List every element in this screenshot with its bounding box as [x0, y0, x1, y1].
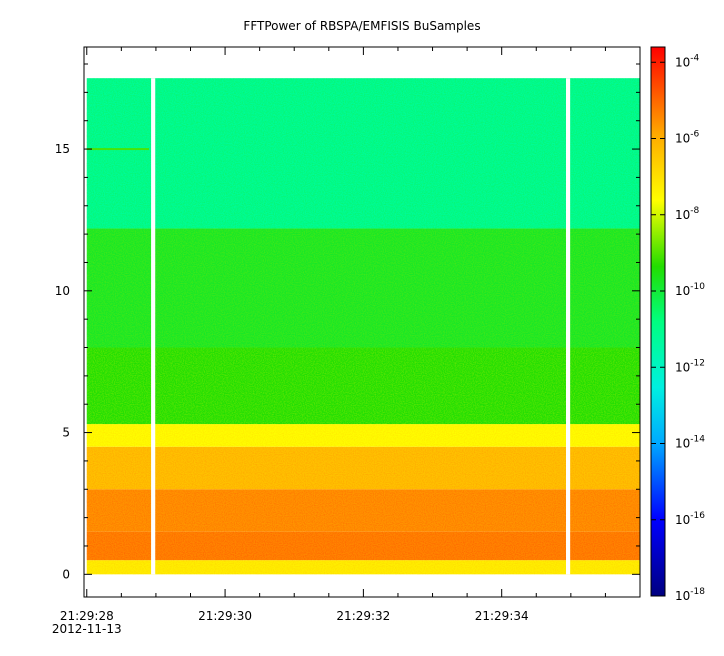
- spectrogram-noise: [86, 78, 640, 575]
- y-tick-label-3: 15: [55, 142, 70, 156]
- spectrogram-band-noise-4: [86, 424, 640, 447]
- colorbar-tick-label-7: 10-4: [675, 53, 700, 69]
- colorbar-tick-label-1: 10-16: [675, 511, 705, 527]
- colorbar-tick-label-0: 10-18: [675, 587, 705, 603]
- spectrogram-band-noise-7: [86, 78, 640, 229]
- x-tick-label-2: 21:29:32: [336, 609, 390, 623]
- y-tick-label-1: 5: [62, 426, 70, 440]
- y-axis: 0 5 10 15: [55, 63, 640, 581]
- x-tick-label-3: 21:29:34: [475, 609, 529, 623]
- data-gap-1: [566, 78, 571, 575]
- y-tick-label-2: 10: [55, 284, 70, 298]
- plot-frame: [83, 46, 641, 598]
- spectrogram-band-noise-5: [86, 347, 640, 425]
- colorbar: [650, 46, 666, 597]
- chart-title: FFTPower of RBSPA/EMFISIS BuSamples: [243, 19, 480, 33]
- colorbar-tick-label-6: 10-6: [675, 130, 700, 146]
- spectrogram-band-noise-3: [86, 446, 640, 490]
- y-tick-label-0: 0: [62, 567, 70, 581]
- data-gap-0: [151, 78, 156, 575]
- x-tick-sublabel-0: 2012-11-13: [52, 622, 122, 636]
- colorbar-tick-label-3: 10-12: [675, 358, 705, 374]
- data-gaps: [151, 78, 571, 575]
- colorbar-tick-label-5: 10-8: [675, 206, 700, 222]
- spectrogram-band-noise-1: [86, 531, 640, 561]
- spectrogram-band-noise-6: [86, 228, 640, 348]
- spectrogram-band-noise-2: [86, 489, 640, 532]
- x-tick-label-0: 21:29:28: [60, 609, 114, 623]
- colorbar-tick-label-4: 10-10: [675, 282, 705, 298]
- spectrogram-band-noise-0: [86, 560, 640, 575]
- colorbar-tick-label-2: 10-14: [675, 435, 705, 451]
- x-tick-label-1: 21:29:30: [198, 609, 252, 623]
